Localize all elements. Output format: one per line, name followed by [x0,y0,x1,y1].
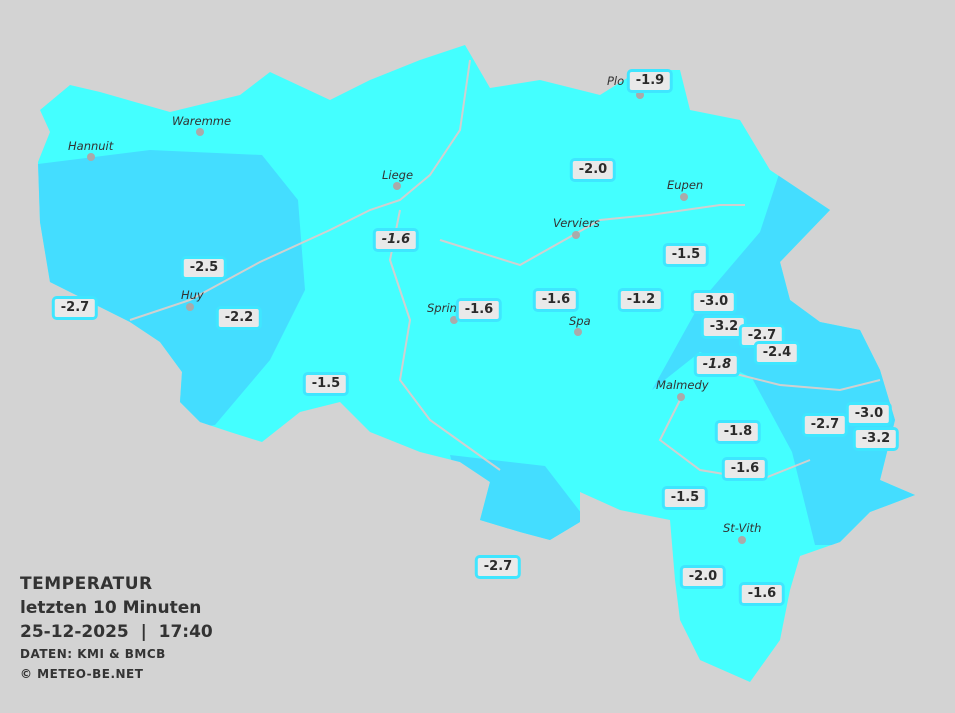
station-value: -1.6 [372,228,420,252]
city-dot [636,91,644,99]
station-value: -1.6 [738,582,786,606]
city-dot [680,193,688,201]
station-value: -2.0 [679,565,727,589]
city-dot [393,182,401,190]
city-dot [87,153,95,161]
legend-subtitle: letzten 10 Minuten [20,598,202,618]
legend-source: DATEN: KMI & BMCB [20,647,166,661]
city-label: Huy [181,288,204,302]
city-dot [574,328,582,336]
station-value: -3.2 [852,427,900,451]
city-label: Spa [569,314,591,328]
station-value: -1.5 [662,243,710,267]
city-label: Hannuit [68,139,114,153]
legend-title: TEMPERATUR [20,574,153,594]
station-value: -2.0 [569,158,617,182]
station-value: -2.2 [215,306,263,330]
city-label: Eupen [667,178,704,192]
city-label: Plo [607,74,625,88]
station-value: -3.0 [845,402,893,426]
zone-cold-west [38,150,305,430]
city-label: Waremme [172,114,232,128]
city-dot [450,316,458,324]
station-value: -1.8 [693,353,741,377]
station-value: -2.4 [753,341,801,365]
city-label: St-Vith [723,521,762,535]
station-value: -1.5 [302,372,350,396]
station-value: -1.8 [714,420,762,444]
rivers [129,59,881,482]
station-value: -1.2 [617,288,665,312]
city-label: Sprin [427,301,457,315]
station-value: -2.7 [474,555,522,579]
station-value: -2.7 [801,413,849,437]
city-dot [677,393,685,401]
legend-datetime: 25-12-2025 | 17:40 [20,622,213,642]
city-label: Liege [382,168,414,182]
station-value: -2.5 [180,256,228,280]
city-dot [572,231,580,239]
city-dot [738,536,746,544]
city-dot [196,128,204,136]
city-label: Malmedy [656,378,709,392]
station-value: -1.6 [455,298,503,322]
city-label: Verviers [553,216,600,230]
station-value: -1.6 [532,288,580,312]
station-value: -1.5 [661,486,709,510]
station-value: -2.7 [51,296,99,320]
station-value: -3.0 [690,290,738,314]
legend-copyright: © METEO-BE.NET [20,667,144,681]
station-value: -1.9 [626,69,674,93]
city-dot [186,303,194,311]
map-legend: TEMPERATUR letzten 10 Minuten 25-12-2025… [20,572,213,684]
station-value: -1.6 [721,457,769,481]
